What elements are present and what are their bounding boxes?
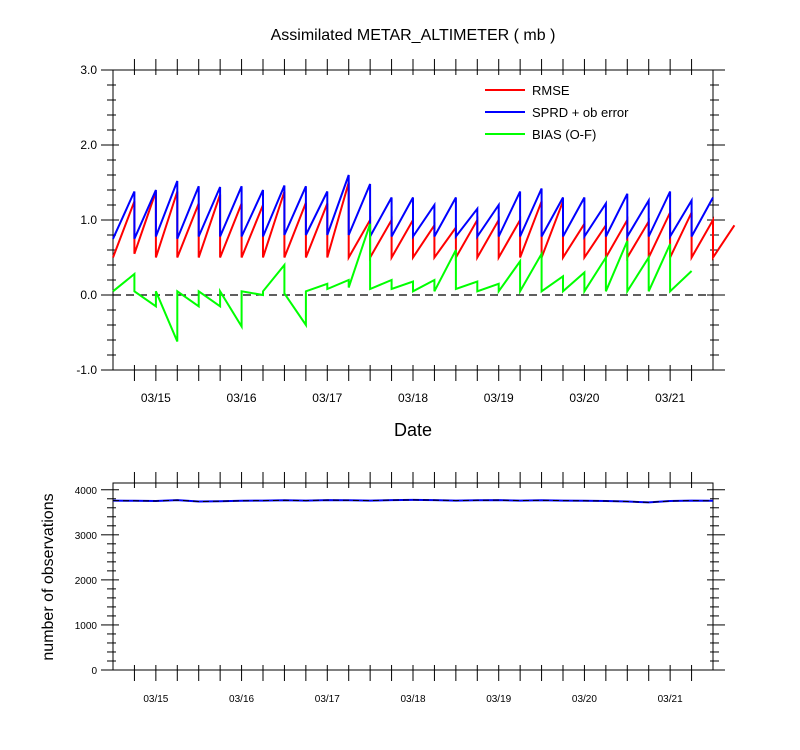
x-tick-label: 03/15 xyxy=(141,391,171,405)
top-series-group xyxy=(112,174,736,342)
x-tick-label: 03/15 xyxy=(143,694,168,705)
x-tick-label: 03/18 xyxy=(398,391,428,405)
y-tick-label: 3000 xyxy=(75,531,98,542)
y-tick-label: 2.0 xyxy=(80,138,97,152)
y-tick-label: 4000 xyxy=(75,486,98,497)
x-tick-label: 03/17 xyxy=(312,391,342,405)
bottom-axes: 03/15 03/16 03/17 03/18 03/19 03/20 03/21 0 1000… xyxy=(75,472,725,705)
x-axis-label: Date xyxy=(394,420,432,440)
observation-line-assimilated xyxy=(112,499,714,503)
x-tick-label: 03/17 xyxy=(315,694,340,705)
y-tick-label: 1.0 xyxy=(80,213,97,227)
series-line-sprd-ob-error xyxy=(112,174,714,241)
rmse-spread-bias-plot: Assimilated METAR_ALTIMETER ( mb ) 03/15… xyxy=(76,27,736,440)
y-tick-label: 2000 xyxy=(75,576,98,587)
y-tick-label: 0.0 xyxy=(80,288,97,302)
legend-label-rmse: RMSE xyxy=(532,83,570,98)
bottom-plot-frame xyxy=(112,482,714,671)
legend-label-spread: SPRD + ob error xyxy=(532,105,629,120)
y-tick-label: 0 xyxy=(91,666,97,677)
observation-count-plot: 03/15 03/16 03/17 03/18 03/19 03/20 03/21 0 1000… xyxy=(40,472,725,705)
x-tick-label: 03/16 xyxy=(229,694,254,705)
x-tick-label: 03/20 xyxy=(569,391,599,405)
x-tick-label: 03/18 xyxy=(400,694,425,705)
y-axis-label: number of observations xyxy=(40,493,57,660)
x-tick-label: 03/19 xyxy=(484,391,514,405)
x-tick-label: 03/19 xyxy=(486,694,511,705)
top-axes: 03/15 03/16 03/17 03/18 03/19 03/20 03/21 -1.0 0… xyxy=(76,59,725,405)
legend: RMSE SPRD + ob error BIAS (O-F) xyxy=(485,83,629,142)
series-line-bias-o-f xyxy=(112,223,693,342)
y-tick-label: -1.0 xyxy=(76,363,97,377)
y-tick-label: 3.0 xyxy=(80,63,97,77)
chart-title: Assimilated METAR_ALTIMETER ( mb ) xyxy=(271,27,556,44)
x-tick-label: 03/21 xyxy=(655,391,685,405)
x-tick-label: 03/21 xyxy=(658,694,683,705)
x-tick-label: 03/16 xyxy=(227,391,257,405)
legend-label-bias: BIAS (O-F) xyxy=(532,127,596,142)
bottom-series-group xyxy=(112,498,714,504)
y-tick-label: 1000 xyxy=(75,621,98,632)
x-tick-label: 03/20 xyxy=(572,694,597,705)
